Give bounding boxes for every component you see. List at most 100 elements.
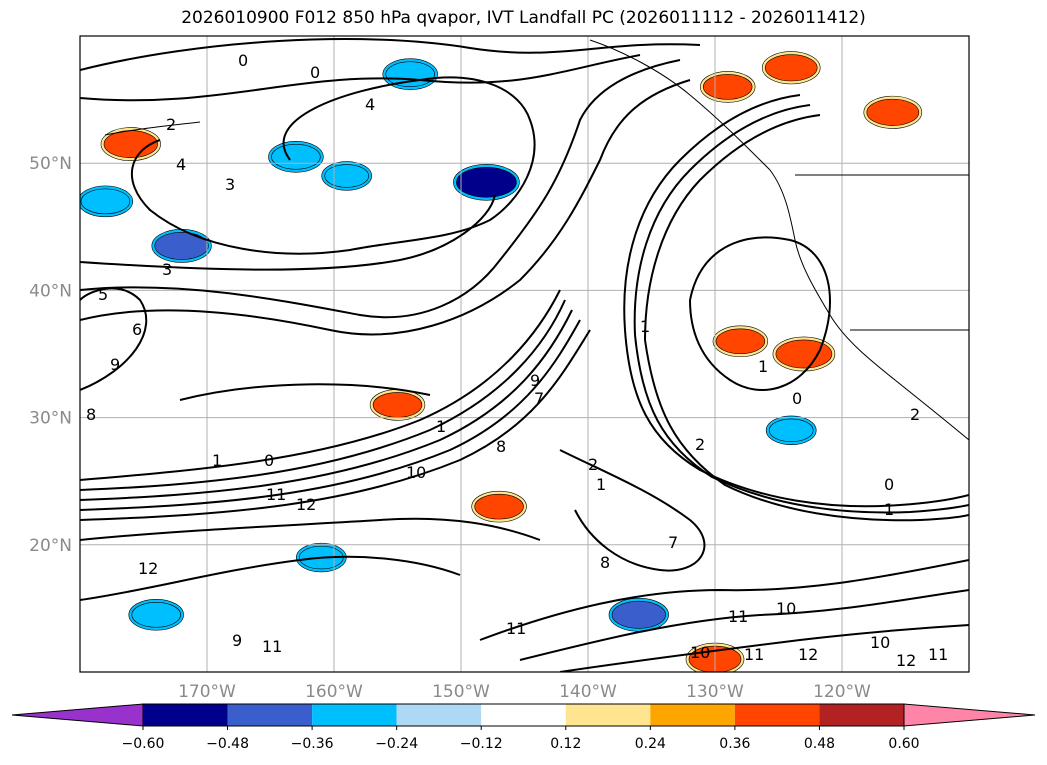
contour-line xyxy=(80,329,591,521)
contour-line xyxy=(179,383,431,401)
contour-line xyxy=(623,94,801,331)
contour-label: 9 xyxy=(232,631,242,650)
contour-label: 9 xyxy=(110,355,120,374)
shaded-blob xyxy=(385,61,435,87)
colorbar-swatch xyxy=(312,704,397,726)
contour-line xyxy=(479,559,969,641)
lat-tick-label: 50°N xyxy=(29,154,72,174)
contour-line xyxy=(624,329,969,508)
colorbar-tick-label: 0.48 xyxy=(804,736,835,752)
contour-line xyxy=(80,54,641,102)
contour-label: 7 xyxy=(534,389,544,408)
contour-lines xyxy=(80,38,969,672)
contour-label: 6 xyxy=(132,320,142,339)
contour-label: 0 xyxy=(310,63,320,82)
contour-label: 2 xyxy=(695,435,705,454)
shaded-blob xyxy=(271,144,321,170)
colorbar-swatch xyxy=(227,704,313,726)
contour-label: 0 xyxy=(792,389,802,408)
contour-label: 11 xyxy=(928,645,948,664)
contour-label: 1 xyxy=(758,357,768,376)
contour-line xyxy=(80,555,461,601)
coastlines xyxy=(104,39,969,441)
contour-label: 11 xyxy=(266,485,286,504)
contour-label: 2 xyxy=(910,405,920,424)
contour-label: 0 xyxy=(264,451,274,470)
contour-line xyxy=(644,114,821,341)
colorbar-extend-high xyxy=(903,703,1036,727)
contour-line xyxy=(80,79,691,336)
colorbar-tick-label: 0.24 xyxy=(635,736,666,752)
map-frame xyxy=(79,35,970,673)
colorbar: −0.60 −0.48 −0.36 −0.24 −0.12 0.12 0.24 0.36 0.4… xyxy=(11,703,1036,752)
contour-line xyxy=(80,319,581,511)
shaded-blob xyxy=(866,98,920,126)
contour-label: 0 xyxy=(884,475,894,494)
contour-line xyxy=(519,589,969,661)
contour-label: 1 xyxy=(436,417,446,436)
coastline-north-america xyxy=(589,39,969,441)
shaded-blob xyxy=(611,600,666,629)
contour-label: 8 xyxy=(496,437,506,456)
colorbar-tick-label: −0.36 xyxy=(291,736,334,752)
contour-label: 12 xyxy=(296,495,316,514)
contour-label: 2 xyxy=(166,115,176,134)
contour-label: 10 xyxy=(406,463,426,482)
colorbar-tick-label: −0.48 xyxy=(206,736,249,752)
lon-tick-label: 160°W xyxy=(305,682,363,702)
contour-label: 3 xyxy=(225,175,235,194)
colorbar-swatch xyxy=(650,704,735,726)
contour-label: 0 xyxy=(238,51,248,70)
shaded-blob xyxy=(764,54,818,82)
contour-label: 1 xyxy=(884,500,894,519)
contour-line xyxy=(80,289,561,481)
colorbar-tick-label: −0.24 xyxy=(375,736,418,752)
contour-label: 8 xyxy=(600,553,610,572)
contour-label: 1 xyxy=(596,475,606,494)
contour-label: 5 xyxy=(98,285,108,304)
contour-line xyxy=(634,334,969,514)
contour-line xyxy=(80,59,681,319)
latitude-tick-labels: 20°N 30°N 40°N 50°N xyxy=(29,154,72,556)
contour-label: 4 xyxy=(176,155,186,174)
contour-labels: 0 0 1 2 2 3 3 4 4 5 6 9 8 1 0 10 11 12 8… xyxy=(86,51,948,670)
contour-label: 1 xyxy=(212,451,222,470)
contour-label: 11 xyxy=(262,637,282,656)
contour-line xyxy=(80,299,566,491)
colorbar-frame xyxy=(142,703,905,727)
lon-tick-label: 120°W xyxy=(813,682,871,702)
colorbar-tick-label: −0.12 xyxy=(460,736,503,752)
contour-label: 11 xyxy=(506,619,526,638)
contour-line xyxy=(689,236,831,391)
shaded-blob xyxy=(131,601,181,628)
chart-title: 2026010900 F012 850 hPa qvapor, IVT Land… xyxy=(181,8,866,28)
shaded-blob xyxy=(768,418,814,443)
colorbar-swatch xyxy=(481,704,566,726)
colorbar-extend-low xyxy=(11,703,144,727)
contour-line xyxy=(80,194,496,271)
lon-tick-label: 150°W xyxy=(432,682,490,702)
shaded-blob xyxy=(715,328,766,355)
contour-label: 11 xyxy=(728,607,748,626)
shaded-blob xyxy=(80,188,131,215)
contour-label: 4 xyxy=(365,95,375,114)
contour-label: 8 xyxy=(86,405,96,424)
lat-tick-label: 30°N xyxy=(29,409,72,429)
contour-line xyxy=(80,309,573,501)
contour-label: 10 xyxy=(870,633,890,652)
shaded-blob xyxy=(324,164,370,188)
gridlines xyxy=(80,36,969,672)
coastline-aleutians xyxy=(104,121,201,136)
longitude-tick-labels: 170°W 160°W 150°W 140°W 130°W 120°W xyxy=(178,682,871,702)
colorbar-swatch xyxy=(819,704,904,726)
contour-label: 10 xyxy=(776,599,796,618)
colorbar-tick-label: 0.60 xyxy=(888,736,919,752)
lat-tick-label: 20°N xyxy=(29,536,72,556)
contour-label: 7 xyxy=(668,533,678,552)
lat-tick-label: 40°N xyxy=(29,281,72,301)
shaded-blob xyxy=(456,166,517,198)
lon-tick-label: 170°W xyxy=(178,682,236,702)
contour-label: 12 xyxy=(138,559,158,578)
shaded-field-layer xyxy=(80,51,923,672)
